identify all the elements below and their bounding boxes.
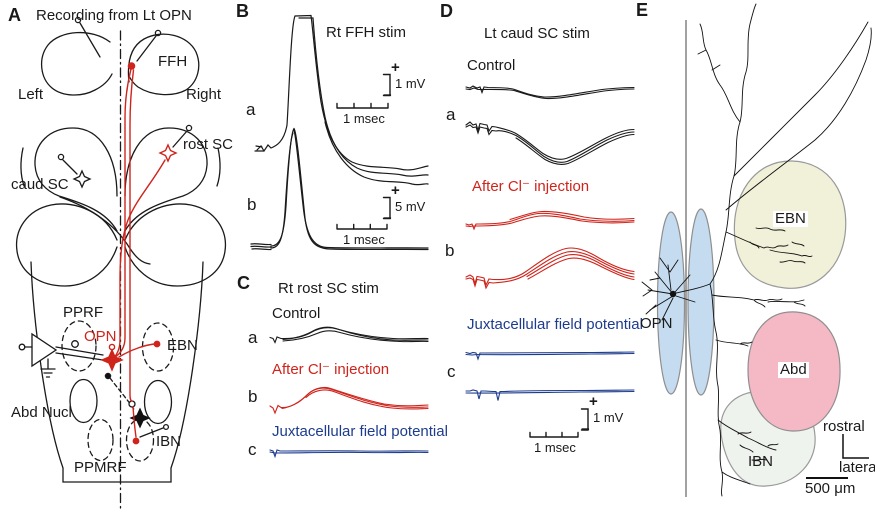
scale-b-b-ruler: [336, 223, 388, 230]
label-right: Right: [186, 86, 222, 103]
panel-a-red-pathway: [100, 62, 178, 445]
panel-d-row-c: c: [447, 362, 456, 381]
panel-d-row-b: b: [445, 241, 455, 260]
abd-nucl-left: [69, 378, 98, 424]
panel-d-row-a: a: [446, 105, 456, 124]
label-caud-sc: caud SC: [11, 176, 69, 193]
ibn-terminal-dot: [132, 437, 140, 445]
pprf-outline: [61, 320, 97, 372]
scale-b-b-plus: +: [391, 182, 400, 199]
scale-b-b-bracket: [382, 196, 391, 220]
ffh-terminal-dot: [127, 62, 136, 70]
panel-d-traces: [465, 85, 635, 438]
panel-d-control: Control: [467, 57, 516, 74]
panel-c-field: Juxtacellular field potential: [272, 423, 448, 440]
label-scalebar-500um: 500 μm: [805, 480, 856, 497]
label-ffh: FFH: [158, 53, 188, 70]
panel-c-title: Rt rost SC stim: [278, 280, 379, 297]
scale-b-a-plus: +: [391, 59, 400, 76]
scale-d-bracket: [580, 408, 589, 431]
panel-d-letter: D: [440, 1, 453, 21]
scale-b-b-time: 1 msec: [343, 232, 385, 247]
panel-c-row-a: a: [248, 328, 258, 347]
label-abd-nucl: Abd Nucl: [11, 404, 72, 421]
label-rost-sc: rost SC: [183, 136, 234, 153]
label-opn: OPN: [84, 328, 117, 345]
label-left: Left: [18, 86, 44, 103]
panel-b-row-b: b: [247, 195, 257, 214]
scale-d-ruler: [529, 431, 579, 438]
opn-region-right: [687, 208, 715, 396]
scale-b-a-time: 1 msec: [343, 111, 385, 126]
panel-c-row-b: b: [248, 387, 258, 406]
opn-soma-star: [100, 348, 124, 372]
label-rostral: rostral: [823, 418, 865, 435]
scale-b-b-amp: 5 mV: [395, 199, 426, 214]
scale-d-time: 1 msec: [534, 440, 576, 455]
panel-e-neuron: [641, 3, 872, 497]
ppmrf-outline: [87, 418, 114, 462]
panel-c-traces: [269, 326, 429, 459]
panel-c-letter: C: [237, 273, 250, 293]
rost-sc-stim-tip: [158, 143, 178, 163]
panel-e-axes: [806, 434, 869, 479]
amplifier-symbol: [31, 332, 58, 368]
scale-b-a-minus: −: [383, 87, 392, 104]
label-e-ebn: EBN: [773, 210, 808, 227]
scale-d-minus: −: [581, 421, 590, 438]
scale-d-plus: +: [589, 393, 598, 410]
label-lateral: lateral: [839, 459, 875, 476]
ebn-terminal-dot: [153, 340, 161, 348]
panel-c-control: Control: [272, 305, 321, 322]
panel-d-field: Juxtacellular field potential: [467, 316, 643, 333]
abd-nucl-right: [143, 379, 173, 425]
panel-e-regions: [656, 20, 847, 497]
panel-c-chloride: After Cl⁻ injection: [272, 361, 390, 378]
panel-b-letter: B: [236, 1, 249, 21]
panel-b-row-a: a: [246, 100, 256, 119]
scale-b-b-minus: −: [383, 210, 392, 227]
panel-b-title: Rt FFH stim: [326, 24, 406, 41]
label-ppmrf: PPMRF: [74, 459, 127, 476]
scale-b-a-amp: 1 mV: [395, 76, 426, 91]
label-e-opn: OPN: [640, 315, 673, 332]
panel-e-letter: E: [636, 0, 649, 20]
panel-a-letter: A: [8, 5, 21, 25]
label-ibn: IBN: [156, 433, 182, 450]
panel-d-title: Lt caud SC stim: [484, 25, 590, 42]
panel-c-row-c: c: [248, 440, 257, 459]
label-e-abd: Abd: [778, 361, 809, 378]
label-ebn: EBN: [167, 337, 198, 354]
black-star: [129, 407, 151, 429]
label-e-ibn: IBN: [748, 453, 774, 470]
panel-b-traces: [250, 14, 429, 251]
rostral-lateral-axis: [842, 434, 869, 459]
panel-d-chloride: After Cl⁻ injection: [472, 178, 590, 195]
scale-b-a-bracket: [382, 73, 391, 97]
label-pprf: PPRF: [63, 304, 104, 321]
caud-sc-stim-tip: [72, 169, 92, 189]
scale-d-amp: 1 mV: [593, 410, 624, 425]
ground-symbol: [40, 358, 56, 378]
panel-a-title: Recording from Lt OPN: [36, 7, 192, 24]
scale-b-a-ruler: [336, 102, 389, 109]
